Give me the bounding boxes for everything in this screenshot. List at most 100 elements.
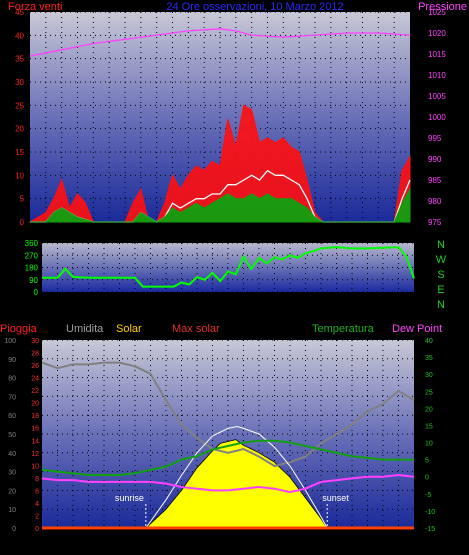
y-inner-left-tick-label: 16 bbox=[31, 426, 39, 433]
panel-climate-legend: Pioggia Umidita Solar Max solar Temperatura D… bbox=[0, 323, 442, 335]
compass-label: W bbox=[436, 254, 447, 266]
x-tick-label: 00 bbox=[405, 229, 415, 239]
y-right-tick-label: 15 bbox=[425, 423, 433, 430]
x-tick-label: 20 bbox=[342, 229, 352, 239]
x-tick-label: 22 bbox=[373, 229, 383, 239]
y-left-tick-label: 25 bbox=[15, 101, 24, 110]
x-tick-label: 06 bbox=[130, 536, 140, 546]
x-tick-label: 02 bbox=[57, 229, 67, 239]
y-right-tick-label: 40 bbox=[425, 338, 433, 345]
panel-wind-right-label: Pressione bbox=[418, 1, 467, 13]
y-right-tick-label: 1015 bbox=[428, 50, 446, 59]
sunrise-label: sunrise bbox=[115, 493, 144, 503]
y-left-tick-label: 10 bbox=[15, 171, 24, 180]
x-tick-label: 08 bbox=[161, 536, 171, 546]
compass-label: N bbox=[437, 299, 445, 311]
x-tick-label: 08 bbox=[152, 229, 162, 239]
panel-direction-series bbox=[42, 246, 415, 288]
y-inner-left-tick-label: 10 bbox=[31, 463, 39, 470]
x-tick-label: 04 bbox=[99, 536, 109, 546]
x-tick-label: 16 bbox=[285, 536, 295, 546]
y-inner-left-tick-label: 22 bbox=[31, 388, 39, 395]
x-tick-label: 10 bbox=[183, 229, 193, 239]
y-right-tick-label: 1025 bbox=[428, 8, 446, 17]
y-right-tick-label: 10 bbox=[425, 441, 433, 448]
y-inner-left-tick-label: 26 bbox=[31, 363, 39, 370]
y-outer-left-tick-label: 50 bbox=[8, 432, 16, 439]
x-tick-label: 14 bbox=[247, 229, 257, 239]
sunset-label: sunset bbox=[322, 493, 349, 503]
y-outer-left-tick-label: 20 bbox=[8, 488, 16, 495]
y-right-tick-label: 980 bbox=[428, 197, 442, 206]
legend-item: Pioggia bbox=[0, 323, 38, 335]
panel-wind-right-ticks: 975 980 985 990 995 1000 1005 1010 1015 1020 1025 bbox=[428, 8, 446, 227]
y-left-tick-label: 35 bbox=[15, 55, 24, 64]
panel-wind-x-ticks: 02 04 06 08 10 12 14 16 18 20 22 00 bbox=[57, 229, 415, 239]
legend-item: Dew Point bbox=[392, 323, 442, 335]
panel-wind-left-label: Forza venti bbox=[8, 1, 62, 13]
y-right-tick-label: 985 bbox=[428, 176, 442, 185]
x-tick-label: 02 bbox=[68, 536, 78, 546]
y-right-tick-label: 30 bbox=[425, 372, 433, 379]
y-right-tick-label: 995 bbox=[428, 134, 442, 143]
panel-climate-right-ticks: -15 -10 -5 0 5 10 15 20 25 30 35 40 bbox=[425, 338, 435, 533]
panel-climate-series bbox=[41, 361, 415, 530]
x-tick-label: 12 bbox=[223, 536, 233, 546]
y-outer-left-tick-label: 30 bbox=[8, 470, 16, 477]
legend-item: Temperatura bbox=[312, 323, 375, 335]
y-inner-left-tick-label: 14 bbox=[31, 438, 39, 445]
y-left-tick-label: 360 bbox=[25, 239, 39, 248]
x-tick-label: 14 bbox=[254, 536, 264, 546]
y-left-tick-label: 90 bbox=[29, 276, 38, 285]
y-right-tick-label: -15 bbox=[425, 526, 435, 533]
series-wind-direction bbox=[42, 246, 415, 288]
y-right-tick-label: -5 bbox=[425, 492, 431, 499]
y-inner-left-tick-label: 6 bbox=[35, 488, 39, 495]
compass-label: S bbox=[437, 269, 444, 281]
x-tick-label: 16 bbox=[278, 229, 288, 239]
y-outer-left-tick-label: 10 bbox=[8, 507, 16, 514]
series-max-solar bbox=[145, 425, 328, 529]
panel-wind-title: 24 Ore osservazioni, 10 Marzo 2012 bbox=[166, 1, 343, 13]
panel-climate-annotations: sunrise sunset bbox=[115, 493, 349, 526]
y-inner-left-tick-label: 20 bbox=[31, 401, 39, 408]
y-inner-left-tick-label: 28 bbox=[31, 351, 39, 358]
legend-item: Max solar bbox=[172, 323, 220, 335]
x-tick-label: 18 bbox=[316, 536, 326, 546]
compass-label: N bbox=[437, 239, 445, 251]
y-left-tick-label: 15 bbox=[15, 148, 24, 157]
legend-item: Solar bbox=[116, 323, 142, 335]
y-left-tick-label: 30 bbox=[15, 78, 24, 87]
y-inner-left-tick-label: 30 bbox=[31, 338, 39, 345]
compass-label: E bbox=[437, 284, 444, 296]
x-tick-label: 20 bbox=[347, 536, 357, 546]
y-outer-left-tick-label: 70 bbox=[8, 394, 16, 401]
y-inner-left-tick-label: 2 bbox=[35, 513, 39, 520]
panel-wind-left-ticks: 0 5 10 15 20 25 30 35 40 45 bbox=[15, 8, 24, 227]
y-outer-left-tick-label: 90 bbox=[8, 357, 16, 364]
series-temperatura bbox=[41, 439, 414, 476]
y-outer-left-tick-label: 80 bbox=[8, 376, 16, 383]
y-right-tick-label: 20 bbox=[425, 406, 433, 413]
y-outer-left-tick-label: 100 bbox=[4, 338, 16, 345]
y-left-tick-label: 270 bbox=[25, 251, 39, 260]
y-left-tick-label: 0 bbox=[20, 218, 25, 227]
panel-direction-left-ticks: 0 90 180 270 360 bbox=[25, 239, 39, 297]
y-left-tick-label: 45 bbox=[15, 8, 24, 17]
series-dew-point bbox=[41, 473, 415, 494]
x-tick-label: 18 bbox=[310, 229, 320, 239]
y-right-tick-label: -10 bbox=[425, 509, 435, 516]
y-right-tick-label: 1000 bbox=[428, 113, 446, 122]
y-inner-left-tick-label: 4 bbox=[35, 501, 39, 508]
y-right-tick-label: 1010 bbox=[428, 71, 446, 80]
y-right-tick-label: 990 bbox=[428, 155, 442, 164]
y-outer-left-tick-label: 0 bbox=[12, 526, 16, 533]
panel-climate-outer-left-ticks: 0 10 20 30 40 50 60 70 80 90 100 bbox=[4, 338, 16, 533]
y-inner-left-tick-label: 18 bbox=[31, 413, 39, 420]
y-right-tick-label: 25 bbox=[425, 389, 433, 396]
